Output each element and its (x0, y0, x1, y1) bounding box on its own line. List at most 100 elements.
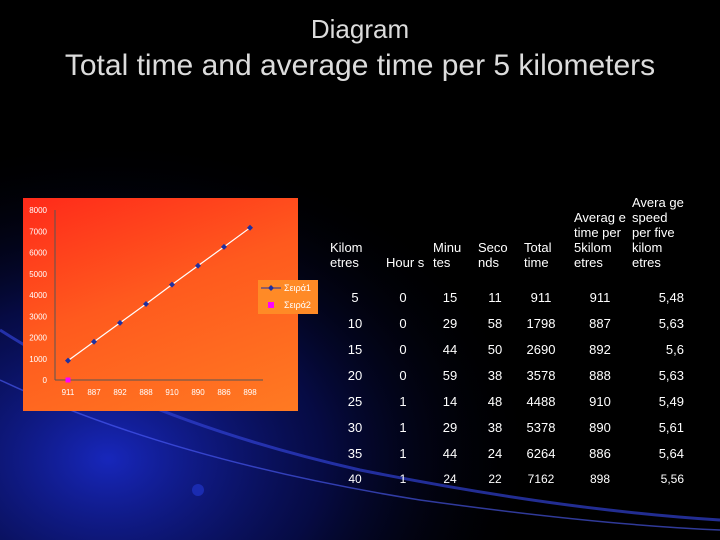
series-line-1 (67, 227, 251, 362)
table-cell: 1 (399, 420, 407, 435)
slide-title: Total time and average time per 5 kilome… (64, 49, 656, 82)
table-cell: 5,6 (665, 342, 684, 357)
y-tick-label: 4000 (29, 291, 47, 300)
data-point (221, 243, 227, 250)
line-chart: 0 1000 2000 3000 4000 5000 6000 7000 8000 911 887 8… (23, 198, 298, 411)
table-cell: 5378 (526, 420, 556, 435)
table-cell: 0 (399, 342, 407, 357)
table-cell: 5,61 (658, 420, 684, 435)
table-cell: 10 (347, 316, 363, 331)
table-cell: 5,63 (658, 368, 684, 383)
column-header: Kilom etres (330, 240, 363, 270)
table-cell: 15 (347, 342, 363, 357)
table-cell: 25 (347, 394, 363, 409)
chart-canvas: 0 1000 2000 3000 4000 5000 6000 7000 8000 911 887 8… (29, 206, 263, 397)
table-cell: 11 (488, 290, 502, 305)
data-point (91, 338, 97, 345)
table-cell: 911 (530, 290, 552, 305)
table-cell: 44 (442, 446, 458, 461)
column-header: Avera ge speed per five kilom etres (632, 195, 684, 270)
table-cell: 40 (348, 472, 362, 486)
table-cell: 887 (589, 316, 611, 331)
table-cell: 5,48 (658, 290, 684, 305)
table-cell: 1798 (526, 316, 556, 331)
table-cell: 20 (347, 368, 363, 383)
table-cell: 15 (442, 290, 458, 305)
table-cell: 5,64 (658, 446, 684, 461)
table-cell: 38 (487, 420, 503, 435)
x-tick-label: 892 (113, 388, 127, 397)
table-cell: 5 (351, 290, 359, 305)
table-cell: 910 (589, 394, 611, 409)
legend-entry: Σειρά1 (284, 283, 311, 293)
x-tick-label: 898 (243, 388, 257, 397)
x-tick-label: 886 (217, 388, 231, 397)
legend-marker (268, 302, 274, 308)
table-cell: 890 (589, 420, 611, 435)
column-header: Hour s (386, 255, 425, 270)
table-cell: 50 (487, 342, 503, 357)
table-cell: 7162 (527, 472, 555, 486)
table-cell: 1 (399, 472, 407, 486)
y-tick-label: 1000 (29, 355, 47, 364)
table-cell: 24 (487, 446, 503, 461)
y-tick-label: 3000 (29, 312, 47, 321)
data-point (247, 224, 253, 231)
table-cell: 58 (487, 316, 503, 331)
x-tick-label: 887 (87, 388, 101, 397)
table-cell: 29 (442, 420, 458, 435)
table-cell: 5,56 (660, 472, 684, 486)
table-cell: 911 (589, 290, 611, 305)
table-cell: 24 (443, 472, 457, 486)
x-tick-label: 888 (139, 388, 153, 397)
legend-canvas: Σειρά1 Σειρά2 (261, 283, 311, 310)
x-tick-label: 890 (191, 388, 205, 397)
table-cell: 29 (442, 316, 458, 331)
slide-subtitle: Diagram (310, 14, 410, 44)
table-cell: 0 (399, 368, 407, 383)
table-cell: 3578 (526, 368, 556, 383)
table-cell: 30 (347, 420, 363, 435)
x-tick-label: 910 (165, 388, 179, 397)
table-cell: 1 (399, 446, 407, 461)
y-tick-label: 0 (43, 376, 48, 385)
table-cell: 14 (442, 394, 458, 409)
table-cell: 0 (399, 316, 407, 331)
table-cell: 4488 (526, 394, 556, 409)
table-cell: 892 (589, 342, 611, 357)
table-cell: 5,49 (658, 394, 684, 409)
legend-entry: Σειρά2 (284, 300, 311, 310)
y-tick-label: 7000 (29, 227, 47, 236)
table-cell: 38 (487, 368, 503, 383)
data-point (169, 281, 175, 288)
column-header: Minu tes (433, 240, 462, 270)
table-cell: 22 (488, 472, 502, 486)
column-header: Averag e time per 5kilom etres (574, 210, 626, 270)
table-cell: 48 (487, 394, 503, 409)
table-cell: 5,63 (658, 316, 684, 331)
data-point (143, 300, 149, 307)
chart-legend: Σειρά1 Σειρά2 (258, 280, 318, 314)
column-header: Seco nds (478, 240, 508, 270)
table-cell: 59 (442, 368, 458, 383)
data-point (117, 319, 123, 326)
y-tick-label: 5000 (29, 270, 47, 279)
y-tick-label: 2000 (29, 334, 47, 343)
data-point (195, 262, 201, 269)
legend-marker (268, 285, 274, 291)
table-cell: 1 (399, 394, 407, 409)
table-cell: 898 (589, 472, 611, 486)
data-point (65, 377, 71, 383)
table-cell: 0 (399, 290, 407, 305)
y-tick-label: 6000 (29, 249, 47, 258)
table-cell: 6264 (526, 446, 556, 461)
table-cell: 44 (442, 342, 458, 357)
data-point (65, 357, 71, 364)
column-header: Total time (524, 240, 552, 270)
table-cell: 888 (589, 368, 611, 383)
x-tick-label: 911 (62, 388, 75, 397)
table-cell: 2690 (526, 342, 556, 357)
table-cell: 35 (347, 446, 363, 461)
y-tick-label: 8000 (29, 206, 47, 215)
table-cell: 886 (589, 446, 611, 461)
